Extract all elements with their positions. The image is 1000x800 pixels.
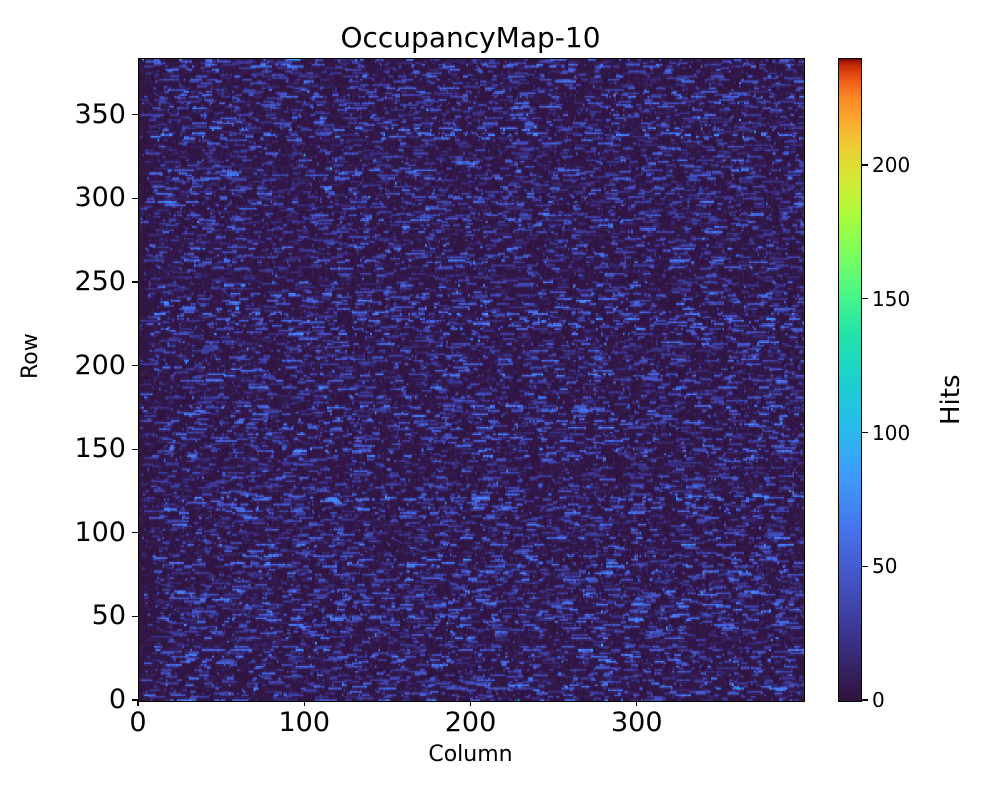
colorbar-tick-label: 50 [872, 554, 898, 579]
colorbar-tick-label: 200 [872, 153, 911, 177]
y-tick-mark [132, 281, 138, 283]
x-tick-label: 100 [278, 707, 331, 738]
y-tick-label: 200 [74, 349, 126, 381]
y-tick-label: 250 [74, 266, 126, 298]
y-axis-label: Row [18, 333, 43, 379]
x-tick-mark [137, 700, 139, 706]
y-tick-mark [132, 615, 138, 618]
page-title: OccupancyMap-10 [340, 21, 601, 54]
y-tick-label: 300 [74, 182, 126, 214]
x-tick-mark [303, 700, 305, 706]
y-tick-label: 50 [91, 600, 126, 632]
x-tick-mark [636, 700, 638, 706]
x-tick-label: 0 [129, 707, 147, 738]
colorbar[interactable] [838, 58, 862, 702]
colorbar-tick-mark [862, 565, 868, 567]
x-axis-label: Column [428, 742, 513, 767]
y-tick-mark [132, 699, 138, 701]
y-tick-label: 100 [74, 516, 126, 548]
colorbar-tick-label: 0 [872, 688, 885, 712]
x-tick-label: 300 [610, 707, 663, 738]
x-tick-mark [469, 700, 472, 706]
colorbar-tick-label: 150 [872, 286, 911, 311]
y-tick-label: 0 [108, 684, 126, 715]
colorbar-tick-mark [862, 164, 868, 166]
colorbar-tick-mark [862, 431, 868, 434]
y-tick-mark [132, 532, 138, 534]
y-tick-mark [132, 448, 138, 450]
heatmap-image [139, 59, 804, 701]
colorbar-tick-mark [862, 699, 868, 701]
y-tick-mark [132, 114, 138, 116]
colorbar-label: Hits [936, 374, 966, 425]
colorbar-tick-label: 100 [872, 420, 911, 445]
heatmap-axes[interactable] [138, 58, 805, 702]
y-tick-label: 150 [74, 433, 126, 465]
y-tick-label: 350 [74, 98, 126, 130]
colorbar-tick-mark [862, 298, 868, 300]
y-tick-mark [132, 197, 138, 200]
x-tick-label: 200 [444, 707, 497, 738]
y-tick-mark [132, 364, 138, 367]
